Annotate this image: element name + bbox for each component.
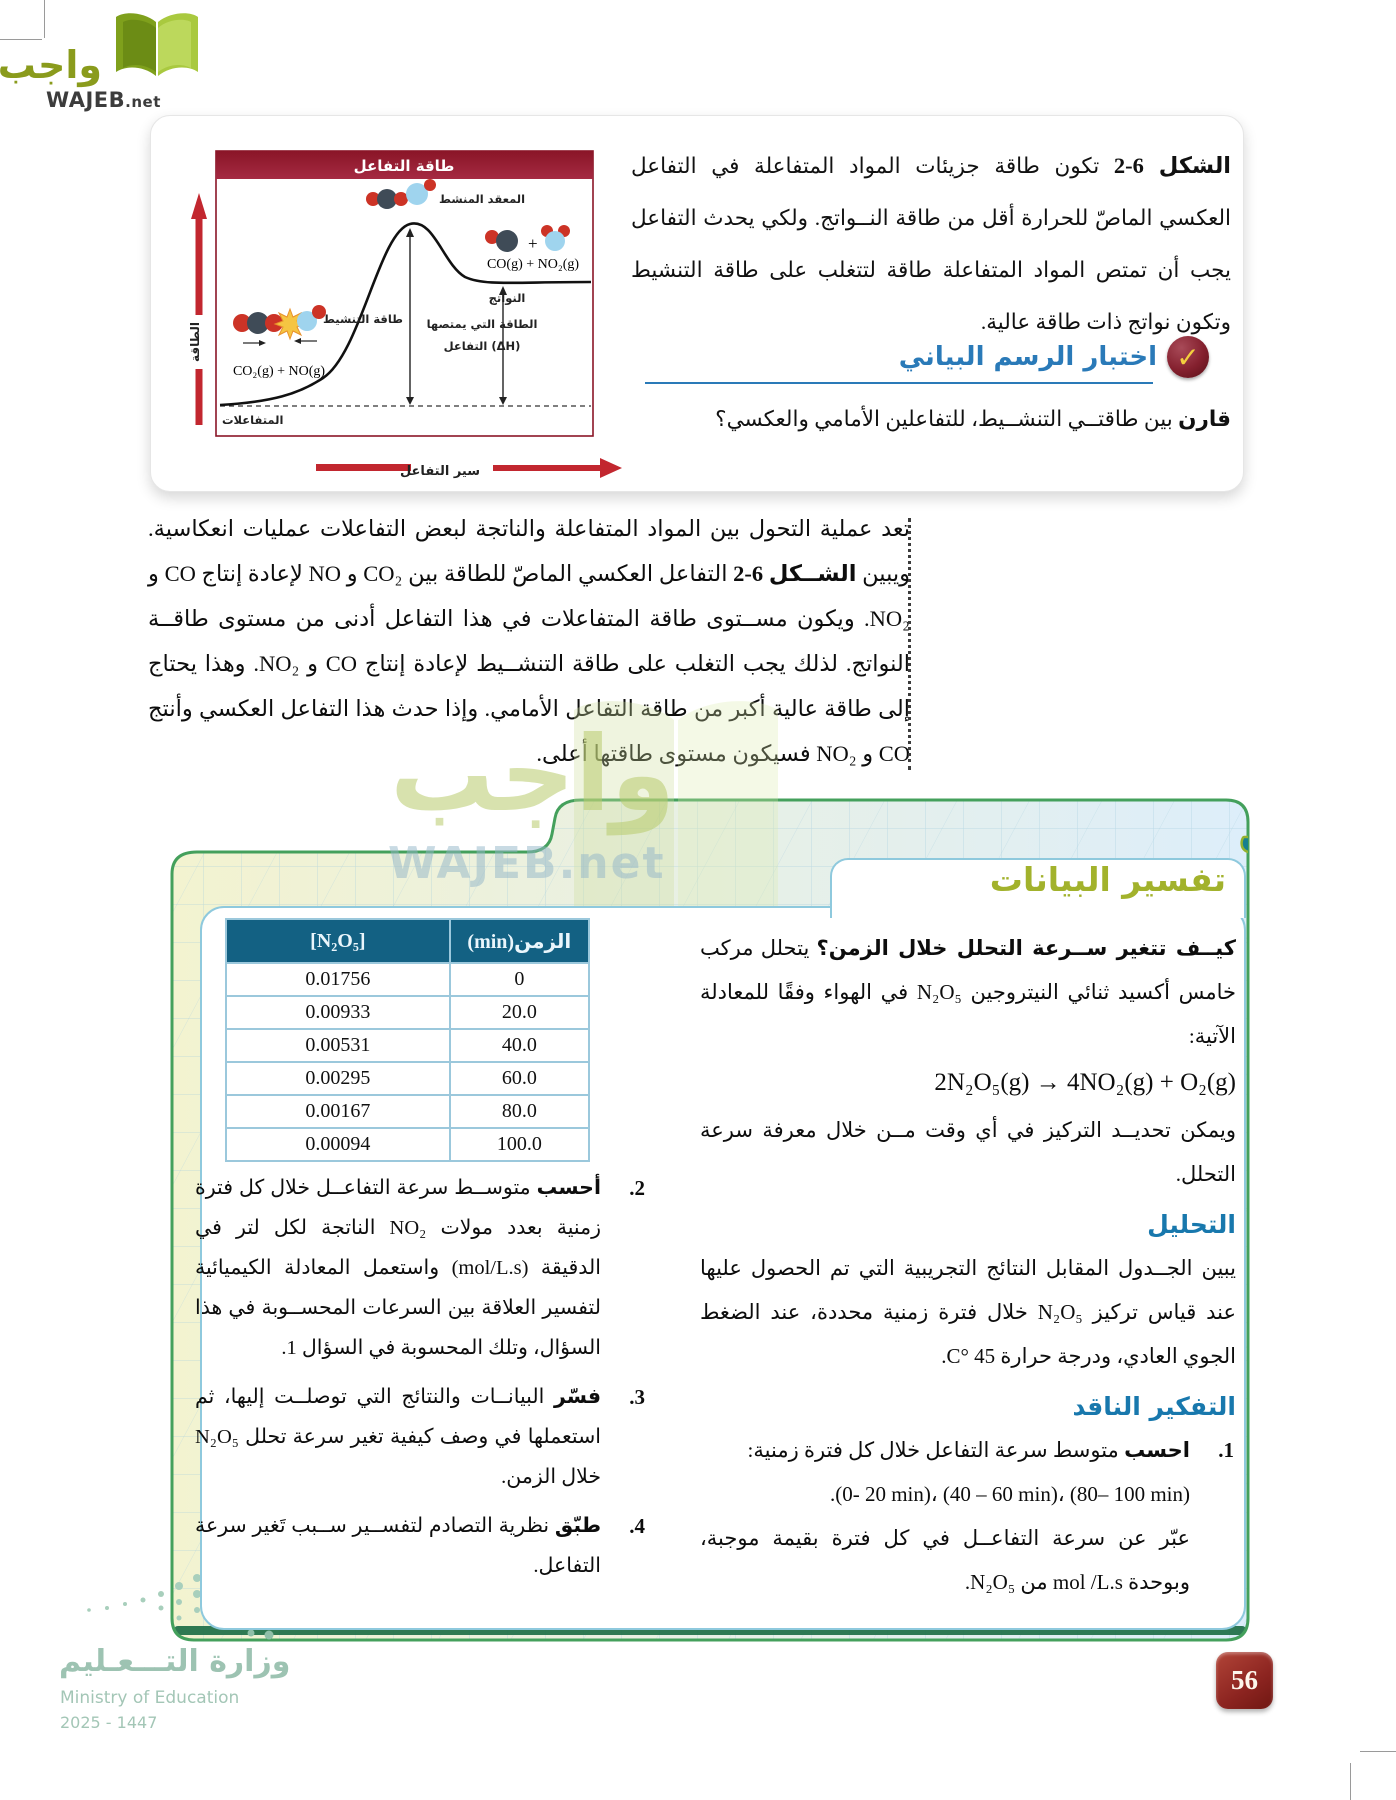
activation-energy-label: طاقة التنشيط <box>323 312 403 326</box>
activated-complex-label: المعقد المنشط <box>439 192 525 206</box>
table-header-row: الزمن(min) [N₂O₅] <box>225 918 591 964</box>
crop-mark <box>1360 1751 1396 1752</box>
activated-complex-molecules <box>366 179 436 209</box>
arrowhead <box>499 286 507 295</box>
svg-text:مختبر حل المشكلات: مختبر حل المشكلات <box>1240 810 1248 863</box>
x-axis-arrowhead <box>600 458 622 478</box>
energy-diagram: طاقة التفاعل الطاقة <box>188 150 622 479</box>
chemical-equation: 2N₂O₅(g) → 4NO₂(g) + O₂(g) <box>934 1069 1236 1096</box>
list-item-1: 1. احسب متوسط سرعة التفاعل خلال كل فترة … <box>700 1438 1234 1594</box>
energy-axis-arrowhead <box>191 193 207 219</box>
ministry-name-arabic: وزارة التـــعـليم <box>59 1644 291 1679</box>
list-item-3: 3. فسّر البيانــات والنتائج التي توصلــت… <box>195 1385 645 1488</box>
crop-mark <box>44 0 45 38</box>
table-row: 80.0 0.00167 <box>225 1094 591 1129</box>
checkmark-icon: ✓ <box>1167 336 1209 378</box>
energy-axis-bar-bottom <box>195 369 203 425</box>
graph-check-title: اختبار الرسم البياني <box>898 342 1157 372</box>
table-row: 40.0 0.00531 <box>225 1028 591 1063</box>
figure-caption-lead: الشكل 6-2 <box>1113 153 1231 178</box>
page-number-badge: 56 <box>1216 1652 1273 1709</box>
col-header-conc: [N₂O₅] <box>225 918 451 964</box>
diagram-title: طاقة التفاعل <box>354 157 455 175</box>
table-row: 100.0 0.00094 <box>225 1127 591 1162</box>
reactants-formula: CO₂(g) + NO(g) <box>233 364 325 379</box>
body-paragraph: تعد عملية التحول بين المواد المتفاعلة وا… <box>148 516 911 766</box>
arrowhead <box>406 228 414 237</box>
diagram-header <box>216 151 593 179</box>
after-equation-text: ويمكن تحديــد التركيز في أي وقت مــن خلا… <box>700 1118 1236 1186</box>
wajeb-logo-arabic: واجب <box>0 43 102 87</box>
y-axis-label: الطاقة <box>188 322 202 362</box>
wajeb-logo-latin: WAJEB.net <box>46 88 161 112</box>
graph-check-header: ✓ اختبار الرسم البياني <box>899 334 1209 380</box>
graph-check-underline <box>645 382 1153 384</box>
lab-subtitle: تفسير البيانات <box>989 860 1226 899</box>
energy-axis-bar-top <box>195 219 203 315</box>
lab-title: مختبر حل المشكلات <box>1238 808 1249 866</box>
tab-seam <box>836 904 1238 914</box>
crop-mark <box>1350 1763 1351 1800</box>
absorbed-energy-label-2: التفاعل (ΔH) <box>444 339 521 353</box>
crop-mark <box>0 39 42 40</box>
column-divider-dotted <box>908 518 911 770</box>
list-item-4: 4. طبّق نظرية التصادم لتفســير ســبب تَغ… <box>195 1514 645 1577</box>
x-axis-label: سير التفاعل <box>400 464 480 479</box>
list-item-2: 2. أحسب متوســط سرعة التفاعــل خلال كل ف… <box>195 1176 645 1359</box>
time-ranges: .(0- 20 min)، (40 – 60 min)، (80– 100 mi… <box>829 1482 1190 1506</box>
wajeb-logo: واجب WAJEB.net <box>0 6 220 112</box>
figure-caption: الشكل 6-2 تكون طاقة جزيئات المواد المتفا… <box>631 153 1231 334</box>
open-book-icon <box>116 13 198 77</box>
lab-question: كيــف تتغير ســرعة التحلل خلال الزمن؟ يت… <box>700 936 1237 1048</box>
x-axis-bar <box>316 464 411 471</box>
table-row: 0 0.01756 <box>225 962 591 997</box>
absorbed-energy-label-1: الطاقة التي يمتصها <box>427 317 538 331</box>
col-header-time: الزمن(min) <box>448 918 591 964</box>
lab-border <box>170 798 1250 1642</box>
critical-thinking-heading: التفكير الناقد <box>1072 1392 1236 1421</box>
analysis-heading: التحليل <box>1147 1210 1236 1239</box>
products-formula: CO(g) + NO₂(g) <box>487 257 579 272</box>
n2o5-data-table: الزمن(min) [N₂O₅] 0 0.01756 20.0 0.00933 4… <box>225 918 591 1162</box>
reactants-label: المتفاعلات <box>222 413 283 427</box>
table-row: 60.0 0.00295 <box>225 1061 591 1096</box>
arrowhead <box>406 397 414 405</box>
energy-curve <box>219 222 592 407</box>
product-molecules: + <box>485 225 570 253</box>
x-axis-arrow <box>493 465 601 471</box>
graph-check-question: قارن بين طاقتــي التنشــيط، للتفاعلين ال… <box>715 407 1231 431</box>
lab-left-column: 2. أحسب متوســط سرعة التفاعــل خلال كل ف… <box>195 1168 647 1595</box>
lab-right-column: كيــف تتغير ســرعة التحلل خلال الزمن؟ يت… <box>700 926 1236 1613</box>
table-row: 20.0 0.00933 <box>225 995 591 1030</box>
svg-text:+: + <box>528 234 538 253</box>
figure-card: طاقة التفاعل الطاقة <box>150 115 1244 492</box>
ministry-years: 2025 - 1447 <box>60 1713 158 1732</box>
reactant-molecules <box>233 305 326 346</box>
ministry-name-english: Ministry of Education <box>60 1688 240 1708</box>
products-label: النواتج <box>489 291 526 306</box>
analysis-text: يبين الجــدول المقابل النتائج التجريبية … <box>700 1256 1237 1368</box>
arrowhead <box>499 397 507 405</box>
